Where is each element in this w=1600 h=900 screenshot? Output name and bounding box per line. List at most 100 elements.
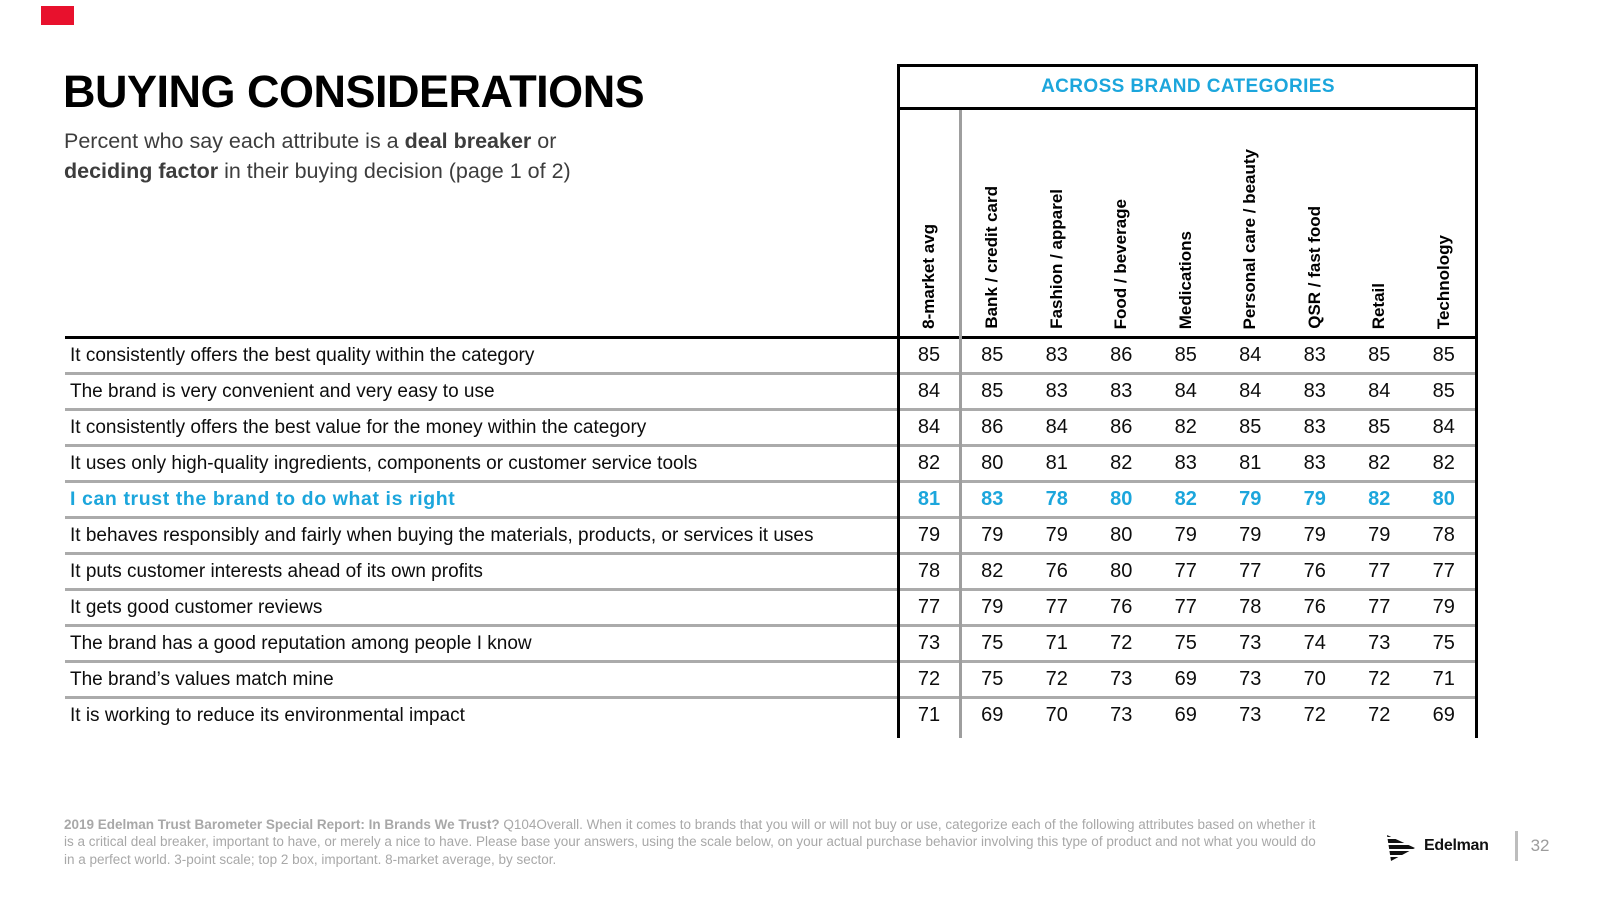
table-row: It uses only high-quality ingredients, c… — [65, 447, 1478, 483]
cell-value: 79 — [1368, 524, 1391, 546]
cell-value: 73 — [917, 632, 941, 654]
table-row: It gets good customer reviews 77 79 77 76 77 7… — [65, 591, 1478, 627]
cell-value: 73 — [1239, 632, 1262, 654]
cell-value: 80 — [981, 452, 1004, 474]
edelman-logo-icon — [1387, 835, 1415, 861]
cell-value: 69 — [1174, 704, 1197, 726]
attribute-label: It consistently offers the best quality … — [70, 345, 535, 366]
attribute-label: It puts customer interests ahead of its … — [70, 561, 483, 582]
cell-value: 76 — [1303, 560, 1326, 582]
cell-value: 77 — [1174, 560, 1197, 582]
column-header: Food / beverage — [1111, 198, 1131, 329]
table-row: The brand is very convenient and very ea… — [65, 375, 1478, 411]
cell-value: 77 — [1368, 560, 1391, 582]
cell-value: 72 — [1045, 668, 1068, 690]
cell-value: 70 — [1303, 668, 1326, 690]
cell-value: 77 — [1239, 560, 1262, 582]
subtitle-bold-deal-breaker: deal breaker — [404, 129, 532, 153]
column-header: Bank / credit card — [982, 186, 1002, 329]
cell-value: 82 — [917, 452, 941, 474]
cell-value: 80 — [1110, 560, 1133, 582]
cell-value: 76 — [1045, 560, 1068, 582]
cell-value: 85 — [1174, 344, 1197, 366]
cell-value: 77 — [917, 596, 941, 618]
cell-value: 72 — [1303, 704, 1326, 726]
cell-value: 79 — [981, 596, 1004, 618]
cell-value: 71 — [1432, 668, 1455, 690]
table-row: It puts customer interests ahead of its … — [65, 555, 1478, 591]
cell-value: 79 — [1303, 524, 1326, 546]
attribute-label: I can trust the brand to do what is righ… — [70, 488, 456, 510]
attributes-table: It consistently offers the best quality … — [65, 336, 1478, 732]
cell-value: 82 — [1110, 452, 1133, 474]
footer-source-bold: 2019 Edelman Trust Barometer Special Rep… — [64, 816, 500, 832]
cell-value: 79 — [1174, 524, 1197, 546]
table-row: It consistently offers the best quality … — [65, 339, 1478, 375]
cell-value: 72 — [917, 668, 941, 690]
attribute-label: It consistently offers the best value fo… — [70, 417, 647, 438]
cell-value: 76 — [1303, 596, 1326, 618]
cell-value: 84 — [917, 416, 941, 438]
column-header: Medications — [1175, 230, 1195, 329]
page-title: BUYING CONSIDERATIONS — [63, 66, 645, 117]
cell-value: 73 — [1110, 668, 1133, 690]
cell-value: 75 — [981, 632, 1004, 654]
table-row: It behaves responsibly and fairly when b… — [65, 519, 1478, 555]
cell-value: 85 — [1368, 344, 1391, 366]
cell-value: 86 — [1110, 416, 1133, 438]
cell-value: 78 — [1045, 488, 1068, 510]
cell-value: 69 — [981, 704, 1004, 726]
page-number: 32 — [1530, 836, 1550, 855]
cell-value: 75 — [1432, 632, 1455, 654]
cell-value: 69 — [1174, 668, 1197, 690]
cell-value: 73 — [1239, 704, 1262, 726]
brand-accent-bar — [41, 6, 74, 25]
cell-value: 80 — [1432, 488, 1455, 510]
cell-value: 74 — [1303, 632, 1326, 654]
cell-value: 83 — [981, 488, 1004, 510]
cell-value: 81 — [917, 488, 941, 510]
cell-value: 83 — [1303, 452, 1326, 474]
cell-value: 85 — [981, 380, 1004, 402]
cell-value: 82 — [981, 560, 1004, 582]
cell-value: 78 — [917, 560, 941, 582]
cell-value: 80 — [1110, 524, 1133, 546]
table-row: It consistently offers the best value fo… — [65, 411, 1478, 447]
column-header: Retail — [1369, 282, 1389, 329]
cell-value: 72 — [1368, 704, 1391, 726]
brand-footer: Edelman 32 — [1385, 830, 1550, 862]
cell-value: 84 — [1045, 416, 1068, 438]
attribute-label: It behaves responsibly and fairly when b… — [70, 525, 814, 546]
cell-value: 73 — [1239, 668, 1262, 690]
table-row: It is working to reduce its environmenta… — [65, 699, 1478, 732]
cell-value: 84 — [1239, 344, 1262, 366]
table-border-right — [1475, 64, 1478, 738]
cell-value: 83 — [1303, 416, 1326, 438]
footer-source-note: 2019 Edelman Trust Barometer Special Rep… — [64, 816, 1326, 869]
attribute-label: The brand has a good reputation among pe… — [70, 633, 532, 654]
cell-value: 75 — [1174, 632, 1197, 654]
cell-value: 78 — [1239, 596, 1262, 618]
cell-value: 83 — [1045, 380, 1068, 402]
cell-value: 83 — [1303, 344, 1326, 366]
cell-value: 79 — [1239, 488, 1262, 510]
subtitle-bold-deciding-factor: deciding factor — [64, 159, 219, 183]
cell-value: 84 — [917, 380, 941, 402]
cell-value: 85 — [1432, 344, 1455, 366]
attribute-label: The brand’s values match mine — [70, 669, 334, 690]
footer-source-text: Q104Overall. When it comes to brands tha… — [64, 816, 1316, 867]
cell-value: 71 — [1045, 632, 1068, 654]
cell-value: 85 — [1432, 380, 1455, 402]
cell-value: 82 — [1174, 416, 1197, 438]
cell-value: 82 — [1368, 488, 1391, 510]
table-row: The brand’s values match mine 72 75 72 73 69 7… — [65, 663, 1478, 699]
cell-value: 82 — [1174, 488, 1197, 510]
cell-value: 85 — [981, 344, 1004, 366]
column-header: Personal care / beauty — [1240, 148, 1260, 329]
cell-value: 86 — [981, 416, 1004, 438]
cell-value: 75 — [981, 668, 1004, 690]
cell-value: 70 — [1045, 704, 1068, 726]
cell-value: 85 — [917, 344, 941, 366]
cell-value: 86 — [1110, 344, 1133, 366]
cell-value: 76 — [1110, 596, 1133, 618]
